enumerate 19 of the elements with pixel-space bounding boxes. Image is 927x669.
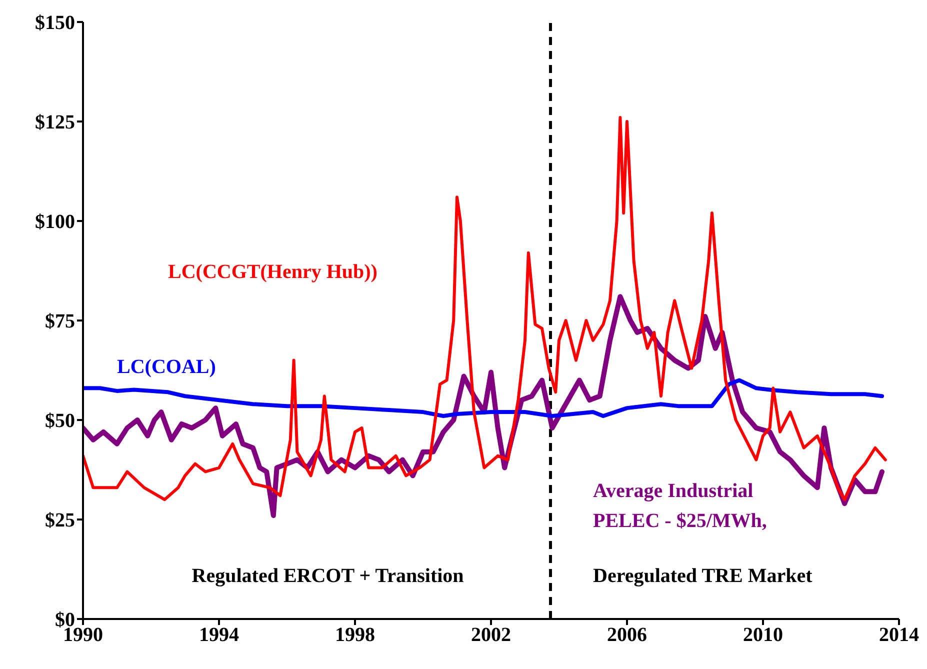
y-tick-label: $125 (35, 112, 75, 134)
x-tick-label: 2010 (743, 624, 783, 646)
x-tick-label: 2014 (879, 624, 919, 646)
x-tick-label: 2006 (607, 624, 647, 646)
x-tick-label: 1998 (335, 624, 375, 646)
annotation: Regulated ERCOT + Transition (192, 565, 464, 588)
text: LC(CCGT(Henry Hub)) (168, 260, 378, 285)
y-tick-label: $25 (45, 510, 75, 532)
y-tick-label: $50 (45, 410, 75, 432)
y-tick-label: $150 (35, 12, 75, 34)
annotation: Deregulated TRE Market (593, 565, 812, 588)
y-tick-label: $75 (45, 310, 75, 333)
x-tick-label: 2002 (471, 624, 511, 646)
line-series (83, 378, 884, 418)
line-series (83, 116, 887, 502)
x-tick-label: 1994 (199, 624, 239, 646)
series-label: Average Industrial PELEC - $25/MWh, (593, 478, 768, 534)
y-tick-label: $100 (35, 211, 75, 234)
series-label: LC(COAL) (117, 355, 217, 380)
